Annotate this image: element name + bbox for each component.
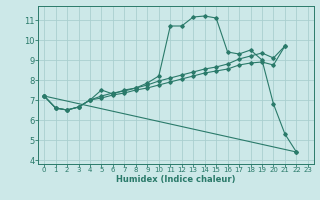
X-axis label: Humidex (Indice chaleur): Humidex (Indice chaleur): [116, 175, 236, 184]
